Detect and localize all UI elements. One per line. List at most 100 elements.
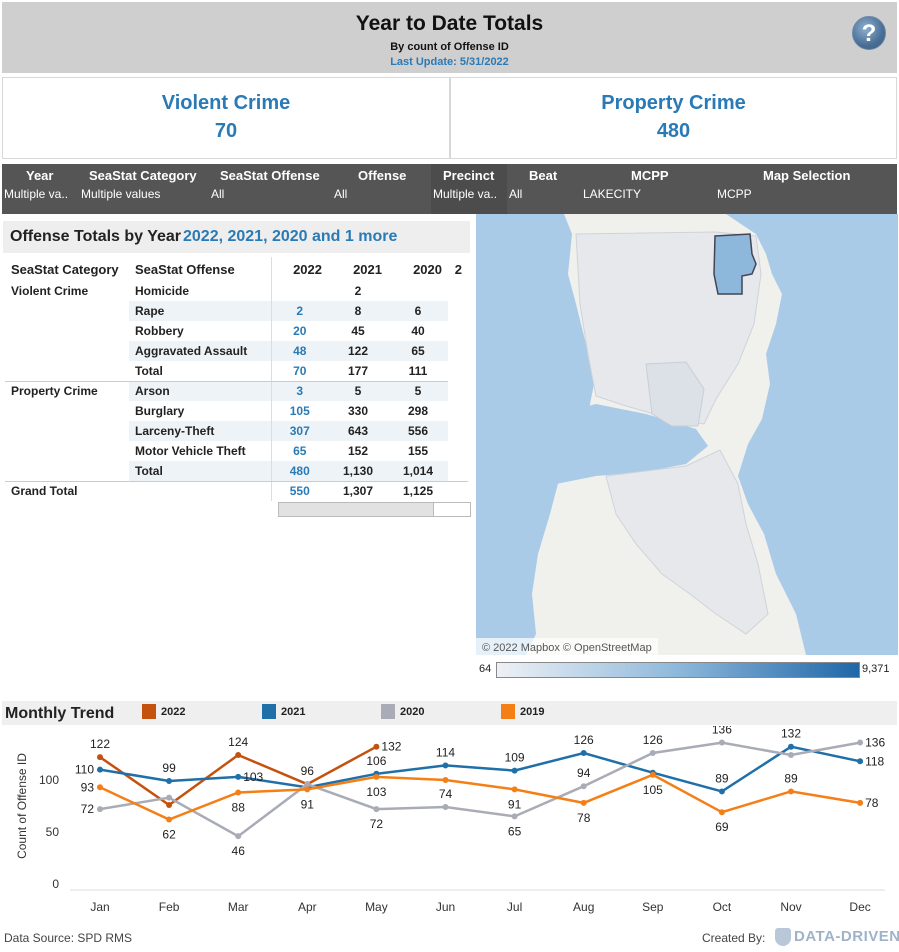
data-point-2020[interactable] [649,749,656,756]
data-point-2020[interactable] [580,783,587,790]
column-header[interactable]: SeaStat Offense [135,261,235,277]
value-cell[interactable]: 3 [270,381,328,401]
value-cell[interactable]: 550 [270,481,328,501]
filter-seastat-category[interactable]: SeaStat Category Multiple values [79,164,209,214]
value-cell[interactable] [270,281,328,301]
filter-precinct[interactable]: Precinct Multiple va.. [431,164,507,214]
data-point-2020[interactable] [235,833,242,840]
data-point-2020[interactable] [511,813,518,820]
value-cell[interactable]: 330 [328,401,388,421]
value-cell[interactable]: 8 [328,301,388,321]
filter-seastat-offense[interactable]: SeaStat Offense All [209,164,332,214]
kpi-property-crime[interactable]: Property Crime 480 [450,77,897,159]
data-point-2020[interactable] [304,781,311,788]
column-header[interactable]: 2021 [353,261,382,277]
data-point-2021[interactable] [580,749,587,756]
series-line-2020[interactable] [99,741,861,838]
offense-table-title-years[interactable]: 2022, 2021, 2020 and 1 more [183,228,398,245]
value-cell[interactable]: 155 [388,441,448,461]
data-point-2019[interactable] [857,799,864,806]
value-cell[interactable]: 65 [388,341,448,361]
data-point-2020[interactable] [788,752,794,759]
data-point-2019[interactable] [511,786,518,793]
data-point-2021[interactable] [788,743,794,750]
value-cell[interactable]: 556 [388,421,448,441]
column-header[interactable]: 2020 [413,261,442,277]
data-point-2019[interactable] [718,809,725,816]
column-header[interactable]: 2022 [270,257,328,281]
kpi-violent-crime[interactable]: Violent Crime 70 [2,77,450,159]
data-point-2020[interactable] [373,806,380,813]
filter-mcpp[interactable]: MCPP LAKECITY [579,164,713,214]
series-line-2019[interactable] [99,773,861,821]
data-point-2021[interactable] [442,762,449,769]
data-point-2021[interactable] [166,778,173,785]
data-point-2021[interactable] [511,767,518,774]
data-point-2019[interactable] [304,786,311,793]
value-cell[interactable]: 480 [270,461,328,482]
value-cell[interactable]: 20 [270,321,328,341]
value-cell[interactable]: 40 [388,321,448,341]
data-point-2019[interactable] [235,789,242,796]
table-scrollbar-thumb[interactable] [279,503,434,516]
data-point-2022[interactable] [97,754,103,761]
table-scrollbar[interactable] [278,502,471,517]
value-cell[interactable]: 5 [388,381,448,401]
filter-seastat-offense-value[interactable]: All [211,187,225,201]
filter-year[interactable]: Year Multiple va.. [2,164,79,214]
data-point-2019[interactable] [373,773,380,780]
data-point-2019[interactable] [788,788,794,795]
value-cell[interactable]: 6 [388,301,448,321]
series-line-2021[interactable] [99,745,861,793]
data-point-2019[interactable] [97,784,103,791]
value-cell[interactable]: 1,014 [388,461,448,482]
data-point-2021[interactable] [97,766,103,773]
filter-beat[interactable]: Beat All [507,164,579,214]
value-cell[interactable]: 105 [270,401,328,421]
filter-map-selection-value[interactable]: MCPP [717,187,752,201]
value-cell[interactable]: 2 [270,301,328,321]
filter-precinct-value[interactable]: Multiple va.. [433,187,498,201]
filter-mcpp-value[interactable]: LAKECITY [583,187,642,201]
value-cell[interactable]: 1,125 [402,484,434,499]
data-point-2019[interactable] [442,777,449,783]
value-cell[interactable]: 48 [270,341,328,361]
value-cell[interactable]: 65 [270,441,328,461]
value-cell[interactable]: 111 [388,361,448,382]
data-point-2022[interactable] [373,743,380,750]
column-header[interactable]: 2 [454,261,462,277]
value-cell[interactable]: 152 [328,441,388,461]
map-view[interactable]: © 2022 Mapbox © OpenStreetMap [476,214,898,655]
data-point-2021[interactable] [235,773,242,780]
data-point-2019[interactable] [580,799,587,806]
value-cell[interactable]: 643 [328,421,388,441]
filter-seastat-category-value[interactable]: Multiple values [81,187,161,201]
value-cell[interactable]: 2 [328,281,388,301]
data-point-2020[interactable] [442,804,449,811]
value-cell[interactable]: 5 [328,381,388,401]
column-header[interactable]: SeaStat Category [11,261,119,277]
monthly-trend-chart[interactable]: Count of Offense ID 0 50 100 Jan Feb Mar Apr May… [0,726,899,921]
value-cell[interactable]: 1,130 [328,461,388,482]
data-point-2022[interactable] [166,801,173,808]
value-cell[interactable]: 1,307 [342,484,374,499]
map-svg[interactable]: © 2022 Mapbox © OpenStreetMap [476,214,898,655]
filter-beat-value[interactable]: All [509,187,523,201]
data-point-2019[interactable] [649,771,656,778]
value-cell[interactable]: 45 [328,321,388,341]
data-point-2022[interactable] [235,752,242,759]
value-cell[interactable]: 177 [328,361,388,382]
value-cell[interactable]: 70 [270,361,328,382]
data-point-2019[interactable] [166,816,173,823]
data-point-2021[interactable] [857,758,864,765]
map-selected-lakecity[interactable] [713,233,757,295]
filter-year-value[interactable]: Multiple va.. [4,187,69,201]
filter-offense[interactable]: Offense All [332,164,431,214]
help-icon[interactable]: ? [852,16,886,50]
value-cell[interactable]: 298 [388,401,448,421]
data-point-2020[interactable] [718,739,725,746]
data-point-2020[interactable] [857,739,864,746]
data-point-2021[interactable] [718,788,725,795]
data-point-2020[interactable] [166,794,173,801]
value-cell[interactable]: 122 [328,341,388,361]
